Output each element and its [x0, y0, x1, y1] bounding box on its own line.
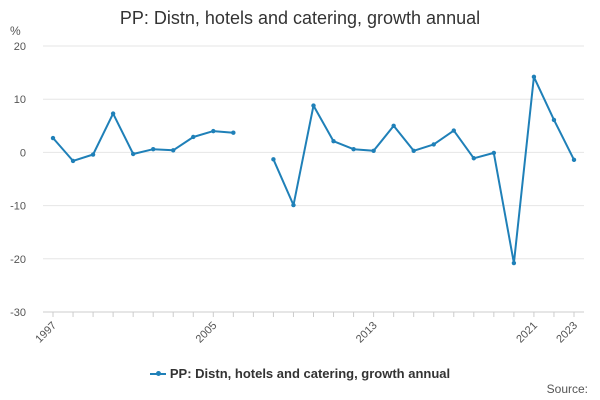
data-point [271, 157, 276, 162]
x-tick-label: 2005 [194, 320, 220, 346]
data-point [110, 111, 116, 116]
data-point [211, 128, 216, 134]
data-point [571, 157, 577, 163]
series-line [52, 112, 234, 162]
legend-series-label: PP: Distn, hotels and catering, growth a… [169, 366, 451, 381]
data-point [311, 103, 316, 108]
data-point [471, 156, 477, 161]
series-line [272, 75, 575, 265]
data-point [150, 147, 156, 152]
x-tick-label: 2023 [554, 320, 580, 346]
x-tick-label: 2021 [514, 320, 540, 346]
data-point [391, 123, 396, 128]
data-point [411, 148, 416, 154]
y-tick-label: 20 [14, 41, 26, 53]
x-tick-label: 2013 [354, 320, 380, 346]
data-point [191, 134, 196, 140]
y-tick-label: -30 [10, 307, 26, 319]
y-axis-unit-label: % [10, 24, 21, 38]
x-tick-label: 1997 [33, 320, 59, 346]
data-point [371, 148, 376, 154]
legend-series-marker [149, 370, 166, 376]
data-point [171, 148, 176, 153]
chart-title: PP: Distn, hotels and catering, growth a… [119, 8, 481, 28]
chart-legend[interactable]: PP: Distn, hotels and catering, growth a… [0, 366, 600, 381]
y-tick-label: 0 [20, 147, 26, 159]
data-point [431, 142, 436, 147]
y-tick-label: 10 [14, 94, 26, 106]
data-point [130, 151, 136, 157]
y-tick-label: -20 [10, 254, 26, 266]
data-point [451, 128, 456, 133]
data-point [291, 202, 296, 208]
data-point [491, 150, 497, 156]
source-label: Source: [546, 382, 588, 396]
data-point [70, 158, 76, 164]
data-point [331, 139, 336, 144]
y-tick-label: -10 [10, 201, 26, 213]
data-point [551, 117, 557, 123]
data-point [511, 260, 517, 266]
data-point [231, 130, 236, 135]
data-point [90, 152, 96, 157]
data-point [351, 147, 356, 152]
data-point [531, 74, 537, 80]
data-point [50, 135, 56, 141]
